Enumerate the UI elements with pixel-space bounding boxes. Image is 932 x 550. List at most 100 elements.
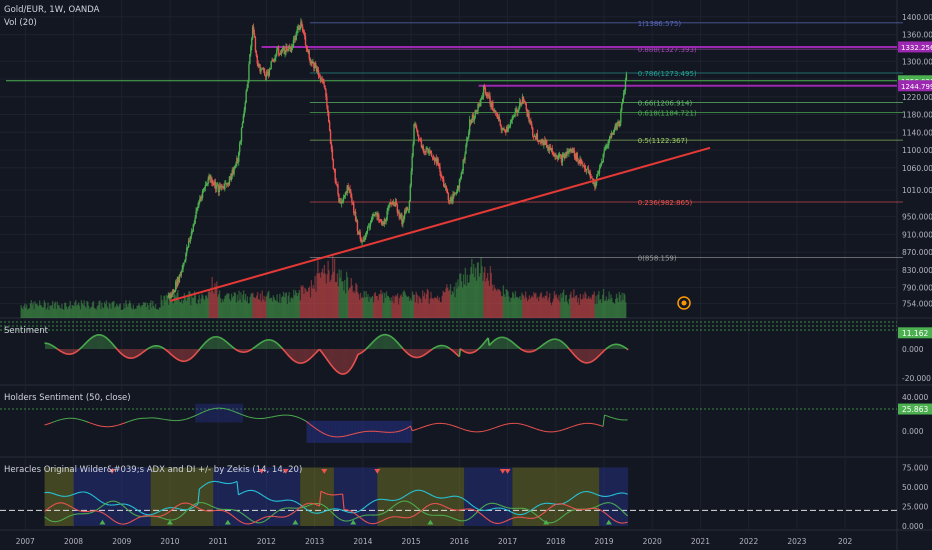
volume-bar [109,303,111,318]
adx-series-segment [262,516,265,519]
volume-bar [205,295,207,318]
adx-series-segment [178,515,181,518]
horizontal-lines[interactable] [6,45,897,87]
adx-series-segment [96,497,99,500]
volume-bar [528,295,530,318]
candle-body [256,55,258,64]
time-axis[interactable]: 2007 2008 2009 2010 2011 2012 2013 2014 2015 2016… [16,537,853,546]
candle-body [568,151,570,154]
adx-series-segment [200,508,203,511]
adx-series-segment [536,505,539,508]
sentiment-line-segment [196,350,199,353]
adx-series-segment [421,511,424,513]
volume-bar [133,309,135,318]
volume-bar [499,291,502,318]
adx-series-segment [48,519,51,522]
trendline[interactable] [169,146,711,302]
sentiment-line-segment [598,354,601,357]
volume-bar [462,274,465,318]
volume-bar [478,276,480,318]
sentiment-line-segment [405,351,408,354]
adx-series-segment [625,493,628,495]
volume-bar [307,287,310,318]
volume-bar [139,305,141,318]
candle-body [346,185,348,193]
adx-series-segment [320,503,323,506]
candle-body [506,126,508,133]
holders-line-segment [50,422,52,424]
candle-body [351,197,353,203]
candle-body [316,69,319,72]
sentiment-line-segment [288,356,292,359]
time-tick-label: 2016 [450,537,469,546]
volume-bar [502,285,505,318]
adx-series-segment [364,520,367,523]
holders-line-segment [242,414,245,416]
candle-body [483,86,486,89]
sentiment-line-segment [278,344,281,347]
adx-series-segment [132,519,135,522]
sentiment-line-segment [78,348,81,351]
adx-series-segment [491,521,494,524]
sentiment-line-segment [254,345,257,348]
sentiment-line-segment [427,351,429,354]
sentiment-line-segment [609,345,612,347]
volume-bar [97,305,99,318]
adx-series-segment [133,507,137,510]
adx-series-segment [280,508,283,511]
candle-body [240,127,243,142]
price-axis[interactable]: 1400.0001360.0001300.0001260.0001220.000… [902,13,932,309]
adx-series-segment [478,511,481,514]
holders-shade [352,420,355,443]
volume-bar [184,297,186,318]
volume-bar [318,273,320,318]
volume-bar [445,288,447,318]
candle-body [601,162,603,164]
adx-series-segment [232,515,235,518]
volume-bar [203,298,205,318]
volume-bar [59,307,61,318]
sentiment-line-segment [287,354,290,357]
volume-bar [404,292,406,318]
holders-shade [407,420,410,443]
candle-body [419,140,422,142]
adx-series-segment [604,512,607,515]
sentiment-line-segment [283,349,286,352]
sentiment-line-segment [424,353,427,356]
volume-bar [204,300,206,318]
sentiment-line-segment [85,341,88,344]
volume-bar [454,297,456,318]
candle-body [177,276,180,283]
candle-body [515,109,517,113]
holders-shade [239,403,242,423]
volume-bar [371,296,373,318]
fibonacci-retracement[interactable]: 1(1386.575)0.888(1327.393)0.786(1273.495… [309,20,903,263]
holders-line-segment [200,412,203,414]
adx-series-segment [189,508,191,510]
volume-bar [511,297,513,318]
candle-body [251,38,253,47]
volume-bar [77,304,79,318]
candle-body [379,219,381,221]
holders-shade [219,403,222,423]
adx-series-segment [170,509,173,512]
candle-body [257,63,259,67]
event-marker-icon[interactable] [677,296,691,310]
candle-body [441,176,443,178]
adx-series-segment [207,481,210,484]
volume-bar [48,309,50,318]
volume-bar [465,285,467,318]
volume-bar [319,272,321,318]
volume-bar [131,309,134,318]
adx-series-segment [481,506,484,509]
adx-series-segment [388,508,391,511]
candle-body [186,247,188,254]
adx-series-segment [160,509,163,512]
adx-series-segment [621,510,624,513]
price-tick-label: 1400.000 [902,13,932,22]
volume-bar [179,301,181,318]
adx-buy-marker [350,519,357,525]
candle-body [219,185,221,188]
volume-bar [482,280,484,318]
